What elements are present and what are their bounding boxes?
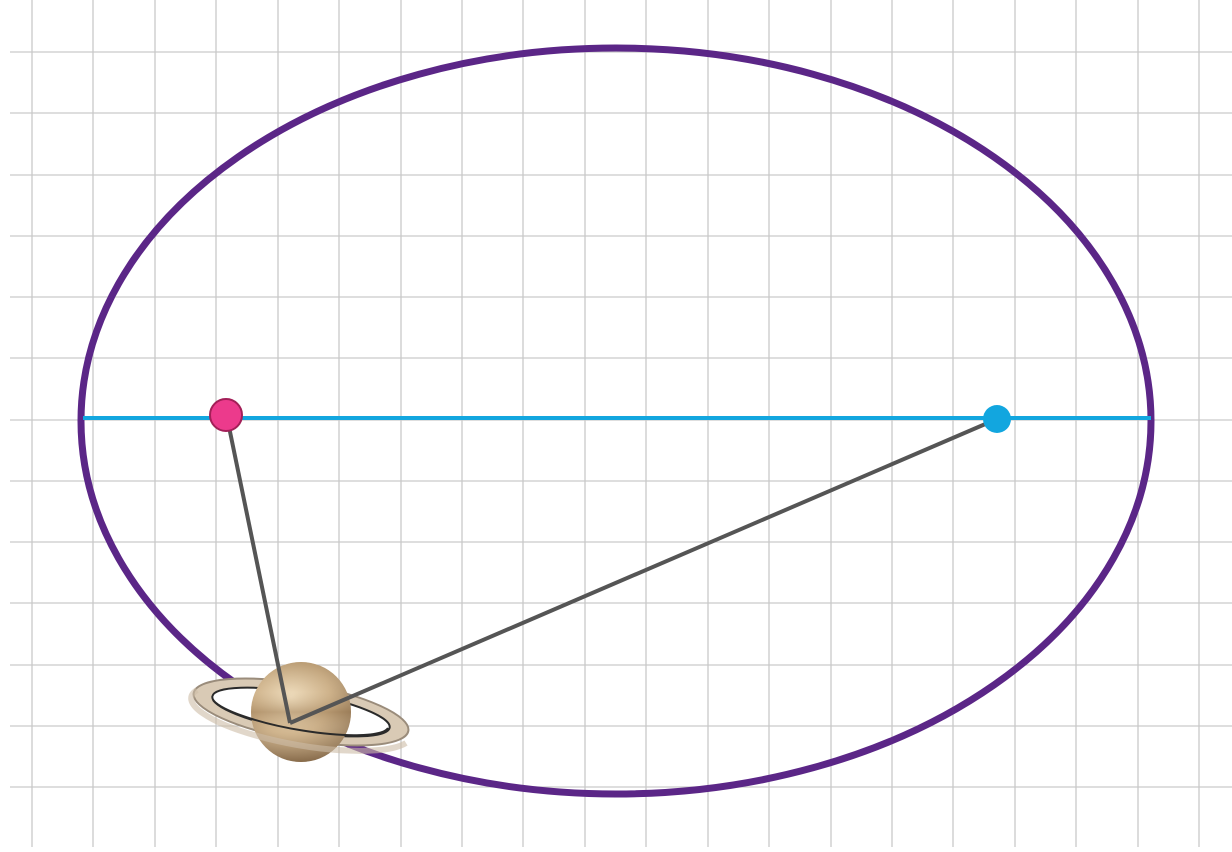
orbit-diagram [0, 0, 1232, 847]
background [0, 0, 1232, 847]
focus-point [210, 399, 242, 431]
page [0, 0, 1232, 852]
focus-point [983, 405, 1011, 433]
